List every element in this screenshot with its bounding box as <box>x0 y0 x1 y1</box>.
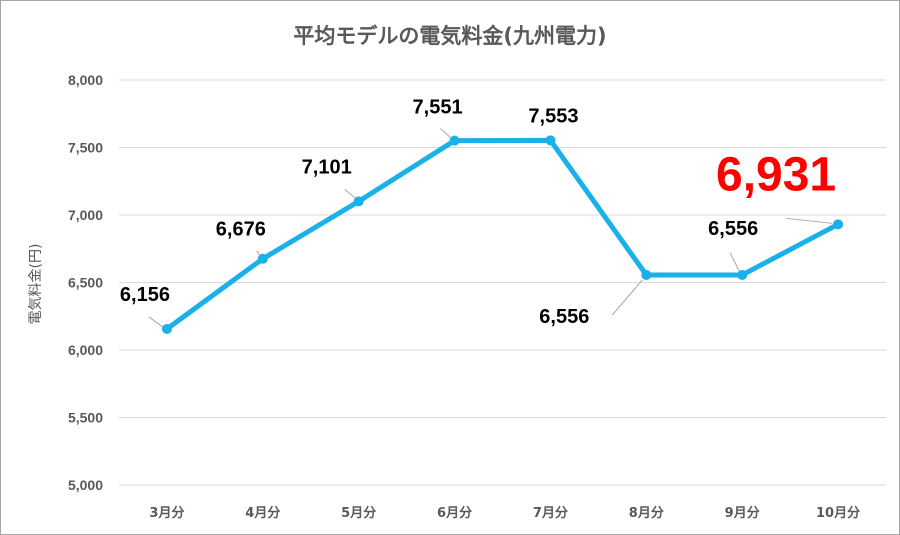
x-tick-label: 7月分 <box>533 505 568 521</box>
y-tick-label: 5,000 <box>68 477 103 493</box>
data-point <box>641 269 652 280</box>
label-leader-line <box>440 128 451 138</box>
data-label: 7,101 <box>302 156 352 178</box>
series-line <box>164 137 841 332</box>
label-leader-line <box>611 279 643 316</box>
data-label: 7,553 <box>528 105 578 127</box>
y-tick-label: 5,500 <box>68 410 103 426</box>
data-point <box>449 135 460 146</box>
data-point <box>737 269 748 280</box>
data-label: 6,156 <box>120 284 170 306</box>
label-leader-line <box>729 252 740 272</box>
data-point <box>257 253 268 264</box>
chart-title: 平均モデルの電気料金(九州電力) <box>293 24 606 48</box>
x-tick-label: 8月分 <box>629 505 664 521</box>
y-tick-label: 7,000 <box>68 207 103 223</box>
x-tick-label: 6月分 <box>437 505 472 521</box>
x-tick-label: 4月分 <box>245 505 280 521</box>
y-tick-label: 6,500 <box>68 275 103 291</box>
data-label: 7,551 <box>413 97 463 119</box>
data-point <box>833 219 844 230</box>
data-label: 6,676 <box>216 219 266 241</box>
x-tick-label: 5月分 <box>341 505 376 521</box>
data-label: 6,556 <box>708 218 758 240</box>
y-tick-label: 6,000 <box>68 342 103 358</box>
x-tick-label: 9月分 <box>725 505 760 521</box>
y-tick-label: 8,000 <box>68 72 103 88</box>
y-tick-label: 7,500 <box>68 140 103 156</box>
label-leader-line <box>148 316 164 328</box>
x-tick-label: 10月分 <box>816 505 860 521</box>
data-point <box>545 135 556 146</box>
data-point <box>353 196 364 207</box>
label-leader-line <box>786 217 833 224</box>
data-label: 6,556 <box>539 306 589 328</box>
x-tick-label: 3月分 <box>149 505 184 521</box>
y-axis-label: 電気料金(円) <box>28 244 44 325</box>
data-label-highlight: 6,931 <box>716 148 836 201</box>
data-point <box>161 323 172 334</box>
label-leader-line <box>344 188 357 199</box>
